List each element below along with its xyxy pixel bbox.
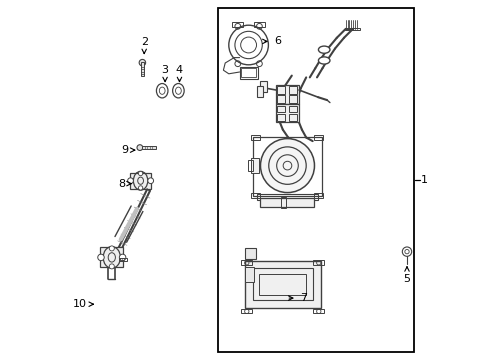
- Text: 9: 9: [121, 145, 135, 155]
- Ellipse shape: [318, 57, 330, 64]
- Bar: [245, 267, 254, 282]
- Bar: [218, 8, 414, 352]
- Bar: [251, 193, 261, 198]
- Circle shape: [127, 178, 133, 184]
- Bar: [130, 173, 151, 189]
- Bar: [240, 67, 258, 79]
- Bar: [253, 268, 313, 300]
- Bar: [345, 28, 360, 30]
- Bar: [277, 86, 285, 94]
- Bar: [277, 106, 285, 112]
- Bar: [277, 114, 285, 121]
- Text: 1: 1: [421, 175, 428, 185]
- Bar: [257, 86, 263, 97]
- Bar: [276, 104, 299, 122]
- Bar: [232, 22, 243, 27]
- Bar: [289, 95, 297, 103]
- Bar: [261, 81, 267, 92]
- Bar: [245, 248, 256, 259]
- Circle shape: [402, 247, 412, 256]
- Circle shape: [148, 178, 153, 184]
- Bar: [261, 198, 315, 207]
- Bar: [253, 137, 321, 196]
- Text: 5: 5: [403, 267, 411, 284]
- Circle shape: [109, 264, 114, 269]
- Text: 3: 3: [162, 64, 169, 82]
- Bar: [289, 106, 297, 112]
- Text: 2: 2: [141, 37, 148, 54]
- Circle shape: [120, 254, 126, 261]
- Bar: [245, 261, 320, 308]
- Bar: [141, 62, 144, 76]
- Circle shape: [137, 145, 143, 150]
- Ellipse shape: [318, 46, 330, 53]
- Circle shape: [261, 139, 315, 193]
- Text: 8: 8: [119, 179, 131, 189]
- Bar: [277, 95, 285, 103]
- Bar: [257, 194, 318, 200]
- Bar: [289, 86, 297, 94]
- Bar: [119, 258, 127, 261]
- Bar: [276, 85, 299, 104]
- Bar: [315, 135, 323, 140]
- Text: 7: 7: [289, 293, 307, 303]
- Bar: [315, 193, 323, 198]
- Bar: [281, 197, 286, 208]
- Bar: [242, 260, 252, 265]
- Bar: [259, 274, 306, 295]
- Bar: [100, 247, 123, 267]
- Circle shape: [139, 171, 143, 176]
- Circle shape: [98, 254, 104, 261]
- Bar: [242, 309, 252, 313]
- Circle shape: [109, 246, 114, 251]
- Text: 4: 4: [176, 64, 183, 82]
- Circle shape: [139, 59, 146, 66]
- Bar: [248, 160, 253, 171]
- Bar: [289, 114, 297, 121]
- Bar: [251, 135, 261, 140]
- Bar: [314, 260, 324, 265]
- Circle shape: [139, 186, 143, 190]
- Text: 10: 10: [73, 299, 94, 309]
- Bar: [254, 22, 265, 27]
- Bar: [242, 68, 256, 77]
- Bar: [314, 309, 324, 313]
- Bar: [142, 146, 156, 149]
- Bar: [251, 158, 259, 173]
- Circle shape: [229, 25, 269, 65]
- Text: 6: 6: [263, 36, 281, 46]
